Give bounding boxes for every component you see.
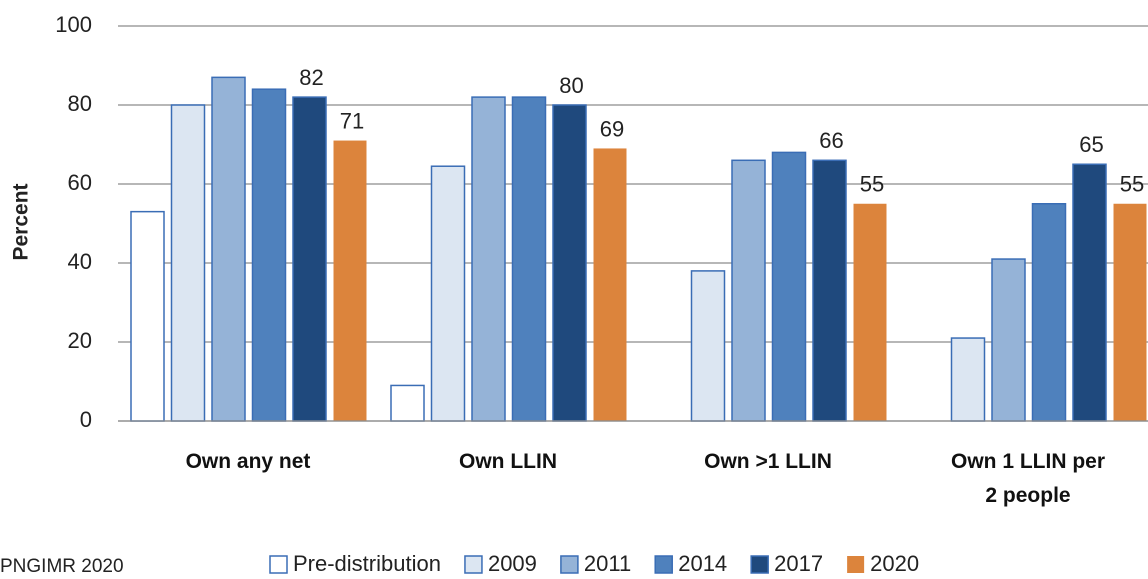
y-tick-label: 20 (68, 328, 92, 353)
legend-swatch (560, 555, 579, 574)
data-label: 71 (340, 108, 364, 133)
y-tick-label: 0 (80, 407, 92, 432)
legend-swatch (654, 555, 673, 574)
bar (511, 96, 547, 422)
bar (690, 270, 726, 422)
y-tick-label: 100 (55, 12, 92, 37)
bar (552, 104, 587, 422)
x-tick-label: Own any net (185, 450, 311, 473)
legend-swatch (847, 556, 865, 573)
y-tick-label: 40 (68, 249, 92, 274)
bar (333, 140, 367, 422)
data-label: 66 (819, 128, 843, 153)
legend-label: 2020 (870, 551, 919, 576)
bar (471, 96, 506, 422)
bar (1113, 203, 1147, 421)
bar (211, 76, 246, 422)
legend-label: 2011 (584, 551, 631, 576)
bar (390, 384, 425, 422)
bar (950, 337, 986, 422)
bar (130, 210, 165, 422)
x-tick-label: Own LLIN (459, 450, 557, 473)
bar (771, 151, 807, 422)
data-label: 80 (559, 73, 583, 98)
bar (991, 258, 1026, 422)
y-tick-label: 60 (68, 170, 92, 195)
source: PNGIMR 2020 (0, 556, 124, 577)
y-tick-label: 80 (68, 91, 92, 116)
y-axis-label: Percent (10, 183, 33, 260)
bar (292, 96, 327, 422)
data-label: 69 (600, 116, 624, 141)
legend-swatch (750, 555, 769, 574)
data-label: 82 (299, 65, 323, 90)
x-tick-label: Own 1 LLIN per 2 people (950, 450, 1105, 507)
bar (1031, 203, 1067, 422)
legend-label: 2014 (678, 551, 727, 576)
legend-swatch (269, 555, 288, 574)
data-label: 55 (1120, 172, 1144, 197)
data-label: 55 (860, 172, 884, 197)
bar (731, 159, 766, 422)
legend-label: 2009 (488, 551, 537, 576)
bar (812, 159, 847, 422)
legend-label: Pre-distribution (293, 551, 441, 576)
bar (1072, 163, 1107, 422)
bar (170, 104, 206, 422)
data-label: 65 (1079, 132, 1103, 157)
bar (251, 88, 287, 422)
legend-swatch (464, 555, 483, 574)
bar (593, 148, 627, 421)
x-tick-label: Own >1 LLIN (704, 450, 832, 473)
legend-label: 2017 (774, 551, 823, 576)
bar (853, 203, 887, 421)
bar (430, 165, 466, 422)
